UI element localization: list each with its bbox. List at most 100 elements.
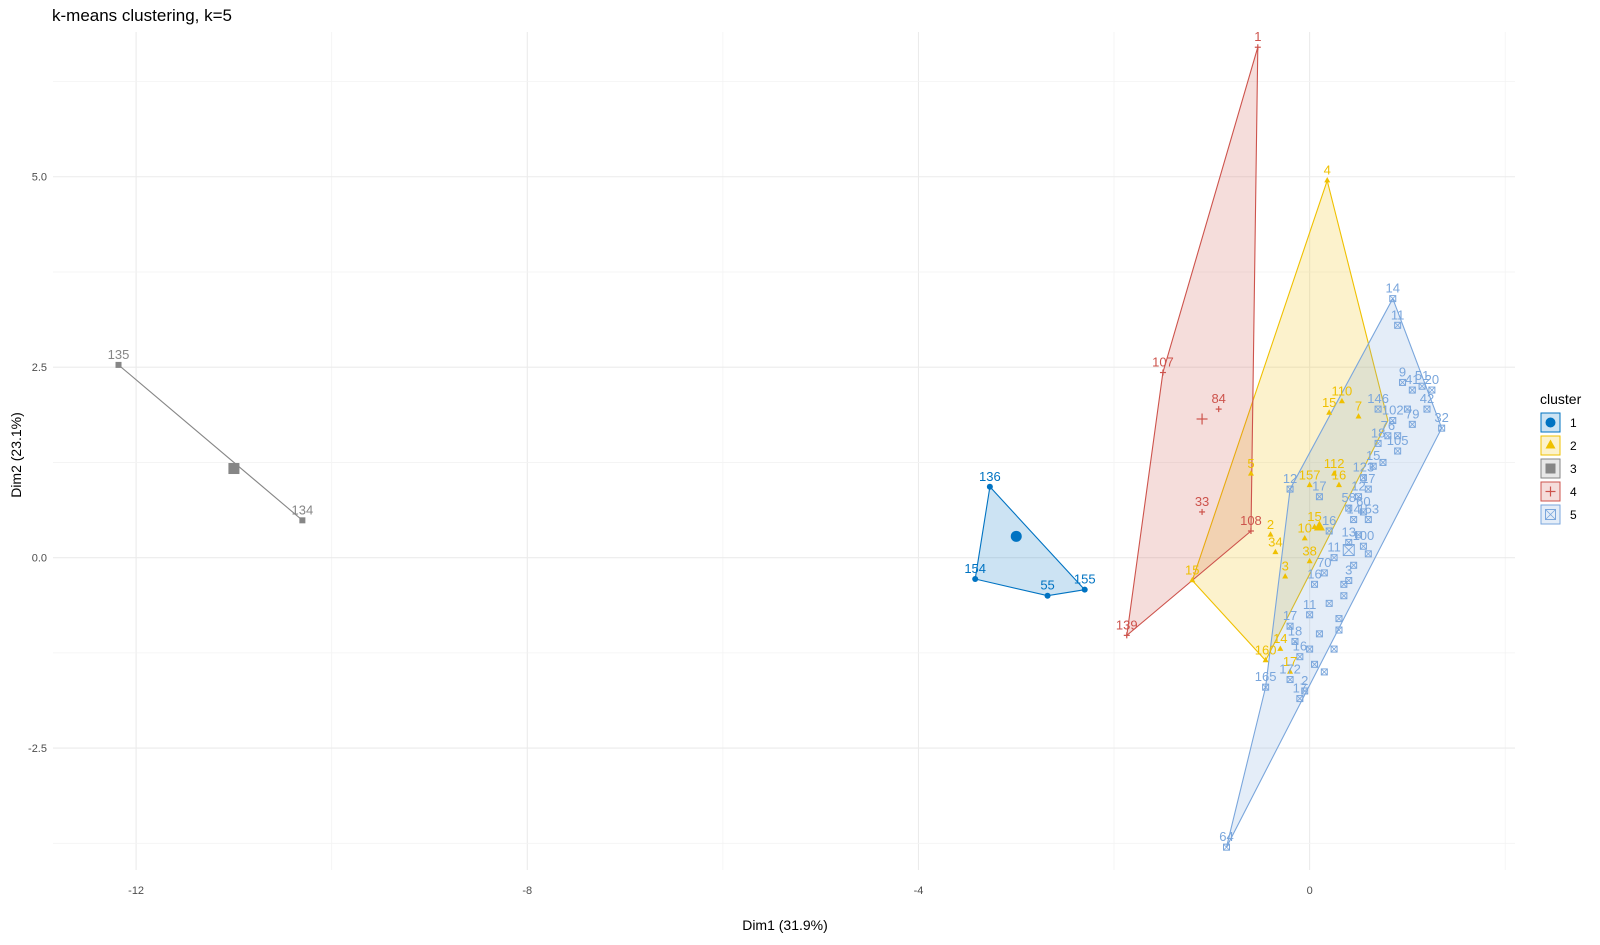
y-tick-label: -2.5 — [28, 743, 47, 755]
cluster-5-point — [1359, 508, 1367, 516]
cluster-2-point — [1338, 397, 1345, 404]
point-label: 10 — [1298, 521, 1312, 536]
cluster-3-point — [115, 361, 122, 368]
point-label: 17 — [1361, 471, 1375, 486]
cluster-5-point — [1311, 660, 1319, 668]
cluster-5-point — [1315, 493, 1323, 501]
point-label: 134 — [292, 502, 314, 517]
point-label: 154 — [964, 561, 986, 576]
point-label: 165 — [1255, 669, 1277, 684]
cluster-5-point — [1223, 843, 1231, 851]
cluster-5-point — [1301, 687, 1309, 695]
point-label: 17 — [1283, 654, 1297, 669]
point-label: 11 — [1391, 307, 1405, 322]
x-axis-title: Dim1 (31.9%) — [742, 917, 828, 933]
point-label: 18 — [1288, 623, 1302, 638]
cluster-hull-1 — [974, 485, 1086, 597]
point-label: 136 — [979, 469, 1001, 484]
point-label: 16 — [1322, 513, 1336, 528]
cluster-2-point — [1331, 470, 1338, 476]
point-label: 20 — [1425, 372, 1439, 387]
cluster-5-point — [1369, 462, 1377, 470]
point-label: 123 — [1353, 460, 1375, 475]
cluster-5-point — [1379, 458, 1387, 466]
point-label: 16 — [1307, 566, 1321, 581]
cluster-5-point — [1286, 676, 1294, 684]
cluster-2-point — [1355, 413, 1362, 419]
point-label: 2 — [1301, 673, 1308, 688]
legend-label-1: 1 — [1570, 416, 1577, 430]
cluster-5-point — [1320, 569, 1328, 577]
cluster-4-point — [1254, 44, 1261, 51]
cluster-2-point — [1306, 557, 1313, 564]
cluster-4-point — [1123, 632, 1130, 639]
cluster-2-point — [1277, 645, 1284, 651]
point-label: 4 — [1324, 163, 1331, 178]
cluster-5-point — [1438, 424, 1446, 432]
cluster-5-point — [1350, 561, 1358, 569]
legend: cluster 1 2 3 4 5 — [1540, 391, 1582, 525]
cluster-2-point — [1326, 409, 1333, 415]
point-label: 16 — [1332, 467, 1346, 482]
legend-symbol-3 — [1545, 463, 1556, 474]
cluster-5-point — [1330, 645, 1338, 653]
cluster-5-centroid — [1342, 544, 1355, 557]
point-label: 79 — [1405, 406, 1419, 421]
cluster-5-point — [1374, 439, 1382, 447]
cluster-5-point — [1394, 447, 1402, 455]
point-label: 146 — [1367, 391, 1389, 406]
cluster-1-point — [1081, 586, 1088, 593]
legend-title: cluster — [1540, 391, 1582, 407]
point-label: 17 — [1293, 681, 1307, 696]
x-tick-label: -12 — [128, 885, 144, 897]
point-label: 2 — [1267, 517, 1274, 532]
cluster-5-point — [1320, 668, 1328, 676]
cluster-5-point — [1296, 653, 1304, 661]
y-tick-label: 5.0 — [32, 172, 47, 184]
point-label: 60 — [1356, 494, 1370, 509]
cluster-5-point — [1350, 516, 1358, 524]
legend-label-4: 4 — [1570, 485, 1577, 499]
legend-symbol-1 — [1545, 417, 1556, 428]
point-label: 12 — [1283, 471, 1297, 486]
x-tick-label: -8 — [522, 885, 532, 897]
cluster-2-point — [1287, 668, 1294, 674]
point-label: 108 — [1240, 513, 1262, 528]
point-label: 38 — [1302, 543, 1316, 558]
point-label: 160 — [1255, 643, 1277, 658]
cluster-5-point — [1394, 321, 1402, 329]
point-layer — [115, 44, 1446, 851]
cluster-2-point — [1267, 531, 1274, 537]
point-label: 58 — [1342, 490, 1356, 505]
cluster-5-point — [1291, 637, 1299, 645]
cluster-5-point — [1286, 485, 1294, 493]
point-label: 76 — [1381, 418, 1395, 433]
cluster-5-point — [1330, 554, 1338, 562]
cluster-5-point — [1345, 504, 1353, 512]
y-tick-label: 0.0 — [32, 553, 47, 565]
point-label: 11 — [1327, 540, 1341, 555]
point-label: 64 — [1219, 829, 1233, 844]
point-label: 7 — [1355, 399, 1362, 414]
point-label: 18 — [1371, 425, 1385, 440]
legend-symbol-5 — [1545, 509, 1556, 520]
cluster-hull-3 — [118, 364, 303, 521]
cluster-5-point — [1364, 485, 1372, 493]
cluster-5-point — [1340, 592, 1348, 600]
point-label: 110 — [1332, 383, 1353, 398]
point-label: 17 — [1283, 608, 1297, 623]
cluster-3-point — [299, 517, 306, 524]
point-label: 42 — [1420, 391, 1434, 406]
legend-label-3: 3 — [1570, 462, 1577, 476]
chart-title: k-means clustering, k=5 — [52, 6, 232, 25]
point-label: 14 — [1346, 502, 1360, 517]
cluster-4-point — [1199, 508, 1206, 515]
cluster-5-point — [1315, 630, 1323, 638]
cluster-5-point — [1335, 626, 1343, 634]
cluster-2-point — [1301, 535, 1308, 541]
point-label: 51 — [1415, 368, 1429, 383]
point-label: 105 — [1387, 433, 1409, 448]
y-tick-label: 2.5 — [32, 362, 47, 374]
cluster-5-point — [1355, 493, 1363, 501]
point-label: 55 — [1040, 578, 1054, 593]
